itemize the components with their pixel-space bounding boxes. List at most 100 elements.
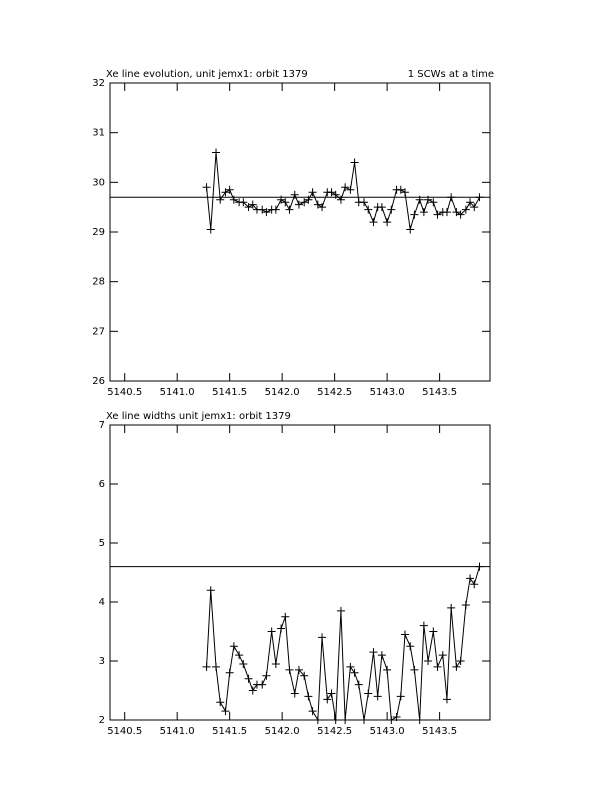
data-point	[216, 698, 225, 707]
data-point	[369, 218, 378, 227]
data-point	[433, 662, 442, 671]
data-point	[327, 188, 336, 197]
y-tick-label: 28	[92, 277, 105, 288]
x-tick-label: 5143.0	[370, 387, 405, 398]
data-point	[452, 208, 461, 217]
data-point	[202, 183, 211, 192]
data-point	[406, 642, 415, 651]
data-point	[271, 205, 280, 214]
y-tick-label: 7	[99, 420, 105, 431]
plot-frame	[109, 82, 491, 382]
data-point	[304, 195, 313, 204]
data-point	[212, 148, 221, 157]
x-tick-label: 5142.5	[317, 387, 352, 398]
x-tick-label: 5141.0	[160, 387, 195, 398]
data-point	[406, 225, 415, 234]
y-tick-label: 31	[92, 128, 105, 139]
x-tick-label: 5142.5	[317, 726, 352, 737]
data-point	[290, 190, 299, 199]
data-point	[225, 668, 234, 677]
data-point	[470, 580, 479, 589]
data-point	[429, 627, 438, 636]
data-point	[277, 195, 286, 204]
data-point	[475, 562, 484, 571]
data-point	[346, 662, 355, 671]
data-point	[377, 651, 386, 660]
data-point	[235, 651, 244, 660]
data-point	[373, 692, 382, 701]
data-point	[244, 674, 253, 683]
data-point	[377, 203, 386, 212]
y-tick-label: 32	[92, 78, 105, 89]
x-tick-label: 5143.5	[422, 726, 457, 737]
data-point	[290, 689, 299, 698]
data-point	[294, 200, 303, 209]
data-point	[206, 586, 215, 595]
data-point	[206, 225, 215, 234]
data-point	[318, 203, 327, 212]
data-point	[383, 218, 392, 227]
data-point	[331, 716, 340, 724]
data-point	[300, 198, 309, 207]
x-tick-label: 5141.5	[212, 726, 247, 737]
data-point	[350, 668, 359, 677]
y-tick-label: 6	[99, 479, 105, 490]
data-point	[221, 707, 230, 716]
data-point	[258, 205, 267, 214]
data-point	[400, 630, 409, 639]
data-point	[415, 716, 424, 724]
data-point	[410, 665, 419, 674]
chart-title: Xe line evolution, unit jemx1: orbit 137…	[106, 69, 308, 80]
data-point	[221, 188, 230, 197]
y-tick-label: 30	[92, 177, 105, 188]
data-point	[294, 665, 303, 674]
data-point	[429, 198, 438, 207]
data-point	[360, 716, 369, 724]
x-tick-label: 5142.0	[265, 387, 300, 398]
data-line	[206, 152, 480, 230]
x-tick-label: 5140.5	[107, 387, 142, 398]
data-point	[239, 659, 248, 668]
data-point	[323, 695, 332, 704]
chart-subtitle: 1 SCWs at a time	[408, 69, 494, 80]
data-point	[470, 203, 479, 212]
y-tick-label: 29	[92, 227, 105, 238]
y-tick-label: 26	[92, 376, 105, 387]
data-point	[258, 680, 267, 689]
data-point	[248, 200, 257, 209]
data-point	[424, 195, 433, 204]
data-point	[277, 624, 286, 633]
data-point	[396, 692, 405, 701]
data-point	[447, 603, 456, 612]
data-point	[442, 695, 451, 704]
data-point	[452, 662, 461, 671]
data-point	[364, 205, 373, 214]
data-point	[304, 692, 313, 701]
data-point	[244, 203, 253, 212]
data-point	[202, 662, 211, 671]
data-point	[410, 210, 419, 219]
data-point	[327, 689, 336, 698]
y-tick-label: 2	[99, 715, 105, 726]
data-point	[383, 665, 392, 674]
data-point	[285, 205, 294, 214]
data-point	[336, 606, 345, 615]
plot-frame	[109, 424, 491, 721]
data-point	[336, 195, 345, 204]
y-tick-label: 3	[99, 656, 105, 667]
data-point	[248, 686, 257, 695]
data-point	[396, 185, 405, 194]
data-point	[466, 574, 475, 583]
data-point	[313, 200, 322, 209]
data-point	[461, 205, 470, 214]
data-point	[447, 193, 456, 202]
data-point	[285, 665, 294, 674]
data-point	[433, 210, 442, 219]
data-point	[281, 612, 290, 621]
data-point	[350, 158, 359, 167]
y-tick-label: 4	[99, 597, 105, 608]
data-point	[341, 716, 350, 724]
chart-title: Xe line widths unit jemx1: orbit 1379	[106, 411, 291, 422]
data-line	[206, 566, 480, 722]
